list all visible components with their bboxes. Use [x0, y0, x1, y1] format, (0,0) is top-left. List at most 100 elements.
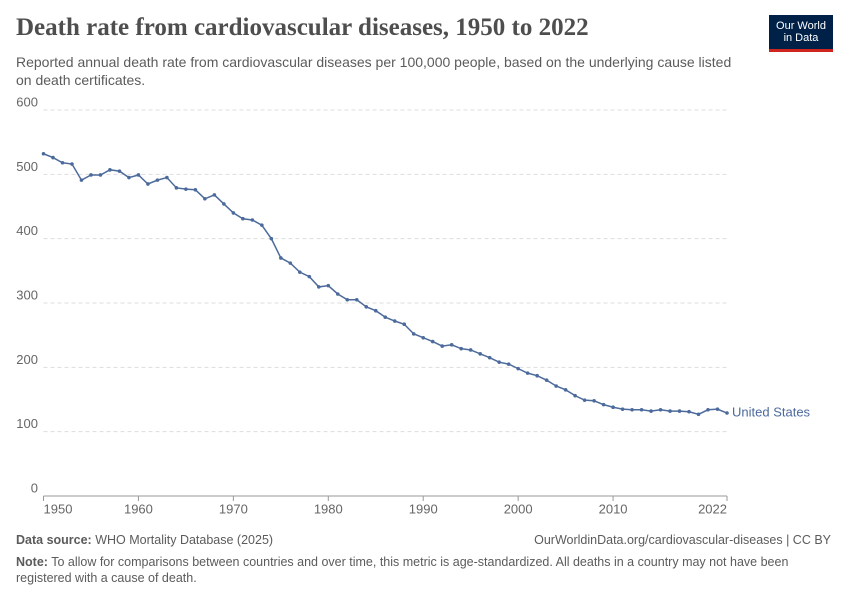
- point: [563, 388, 568, 392]
- point: [525, 371, 530, 375]
- point: [421, 335, 426, 340]
- x-tick-label: 1990: [409, 501, 438, 516]
- y-tick-label: 300: [16, 287, 38, 302]
- point: [70, 162, 74, 166]
- point: [630, 407, 634, 412]
- point: [184, 187, 188, 191]
- y-tick-label: 100: [16, 416, 38, 431]
- point: [41, 151, 46, 156]
- series-label: United States: [732, 404, 811, 419]
- chart-subtitle: Reported annual death rate from cardiova…: [16, 54, 732, 88]
- series-line: [43, 153, 728, 416]
- point: [298, 270, 302, 274]
- url[interactable]: OurWorldinData.org/cardiovascular-diseas…: [534, 533, 831, 547]
- x-tick-label: 2000: [504, 501, 533, 516]
- point: [146, 182, 150, 186]
- note-text: To allow for comparisons between countri…: [16, 555, 789, 585]
- point: [354, 297, 359, 302]
- point: [449, 343, 454, 347]
- source-text: WHO Mortality Database (2025): [95, 533, 274, 547]
- point: [222, 202, 226, 206]
- point: [392, 319, 397, 323]
- point: [506, 362, 511, 366]
- point: [307, 274, 312, 279]
- point: [411, 332, 416, 336]
- point: [335, 292, 340, 296]
- point: [279, 256, 283, 260]
- point: [402, 322, 407, 327]
- point: [611, 405, 615, 410]
- logo-line: Our World: [776, 20, 826, 32]
- logo[interactable]: Our World in Data: [769, 15, 833, 52]
- y-tick-label: 600: [16, 94, 38, 109]
- point: [639, 407, 644, 412]
- y-tick-label: 200: [16, 352, 38, 367]
- point: [260, 223, 264, 227]
- point: [288, 261, 293, 265]
- chart: 0 100 200 300 400 500 600 1950 1960 1970 1980 1990 2…: [16, 94, 811, 516]
- point: [620, 407, 625, 411]
- point: [487, 355, 492, 360]
- point: [677, 409, 682, 413]
- source-label: Data source:: [16, 533, 92, 547]
- x-tick-label: 1970: [219, 501, 248, 516]
- note-label: Note:: [16, 555, 48, 569]
- point: [364, 305, 369, 309]
- point: [687, 409, 691, 414]
- y-tick-label: 400: [16, 223, 38, 238]
- point: [478, 352, 482, 356]
- point: [316, 285, 321, 289]
- y-tick-label: 0: [31, 480, 38, 495]
- point: [658, 407, 663, 412]
- point: [269, 236, 274, 241]
- point: [345, 297, 350, 302]
- point: [326, 283, 331, 288]
- point: [516, 366, 520, 371]
- x-tick-label: 2022: [698, 501, 727, 516]
- point: [544, 378, 549, 383]
- note: Note: To allow for comparisons between c…: [16, 554, 816, 586]
- point: [383, 315, 388, 319]
- source: Data source: WHO Mortality Database (202…: [16, 533, 273, 547]
- point: [601, 402, 606, 407]
- point: [725, 411, 729, 415]
- point: [193, 187, 198, 192]
- point: [715, 407, 720, 411]
- point: [250, 218, 255, 222]
- point: [440, 344, 445, 348]
- point: [98, 173, 103, 177]
- chart-title: Death rate from cardiovascular diseases,…: [16, 14, 589, 41]
- point: [535, 373, 539, 378]
- x-tick-label: 1980: [314, 501, 343, 516]
- point: [649, 409, 653, 413]
- point: [108, 168, 112, 172]
- y-tick-label: 500: [16, 159, 38, 174]
- point: [497, 360, 501, 364]
- point: [573, 393, 577, 398]
- point: [241, 216, 245, 221]
- point: [51, 155, 55, 160]
- point: [373, 308, 378, 313]
- point: [212, 193, 217, 197]
- x-tick-label: 2010: [599, 501, 628, 516]
- point: [117, 169, 122, 173]
- point: [554, 384, 558, 388]
- point: [174, 186, 179, 190]
- point: [696, 412, 701, 417]
- point: [165, 175, 169, 180]
- point: [203, 196, 207, 201]
- point: [668, 409, 672, 413]
- point: [60, 160, 65, 165]
- point: [89, 173, 93, 177]
- point: [468, 348, 473, 352]
- point: [430, 339, 435, 344]
- point: [231, 211, 236, 215]
- point: [79, 178, 84, 182]
- x-tick-label: 1950: [44, 501, 73, 516]
- point: [155, 178, 160, 182]
- point: [706, 407, 710, 412]
- point: [136, 173, 141, 177]
- logo-line: in Data: [783, 32, 819, 44]
- point: [127, 175, 131, 180]
- point: [592, 398, 596, 403]
